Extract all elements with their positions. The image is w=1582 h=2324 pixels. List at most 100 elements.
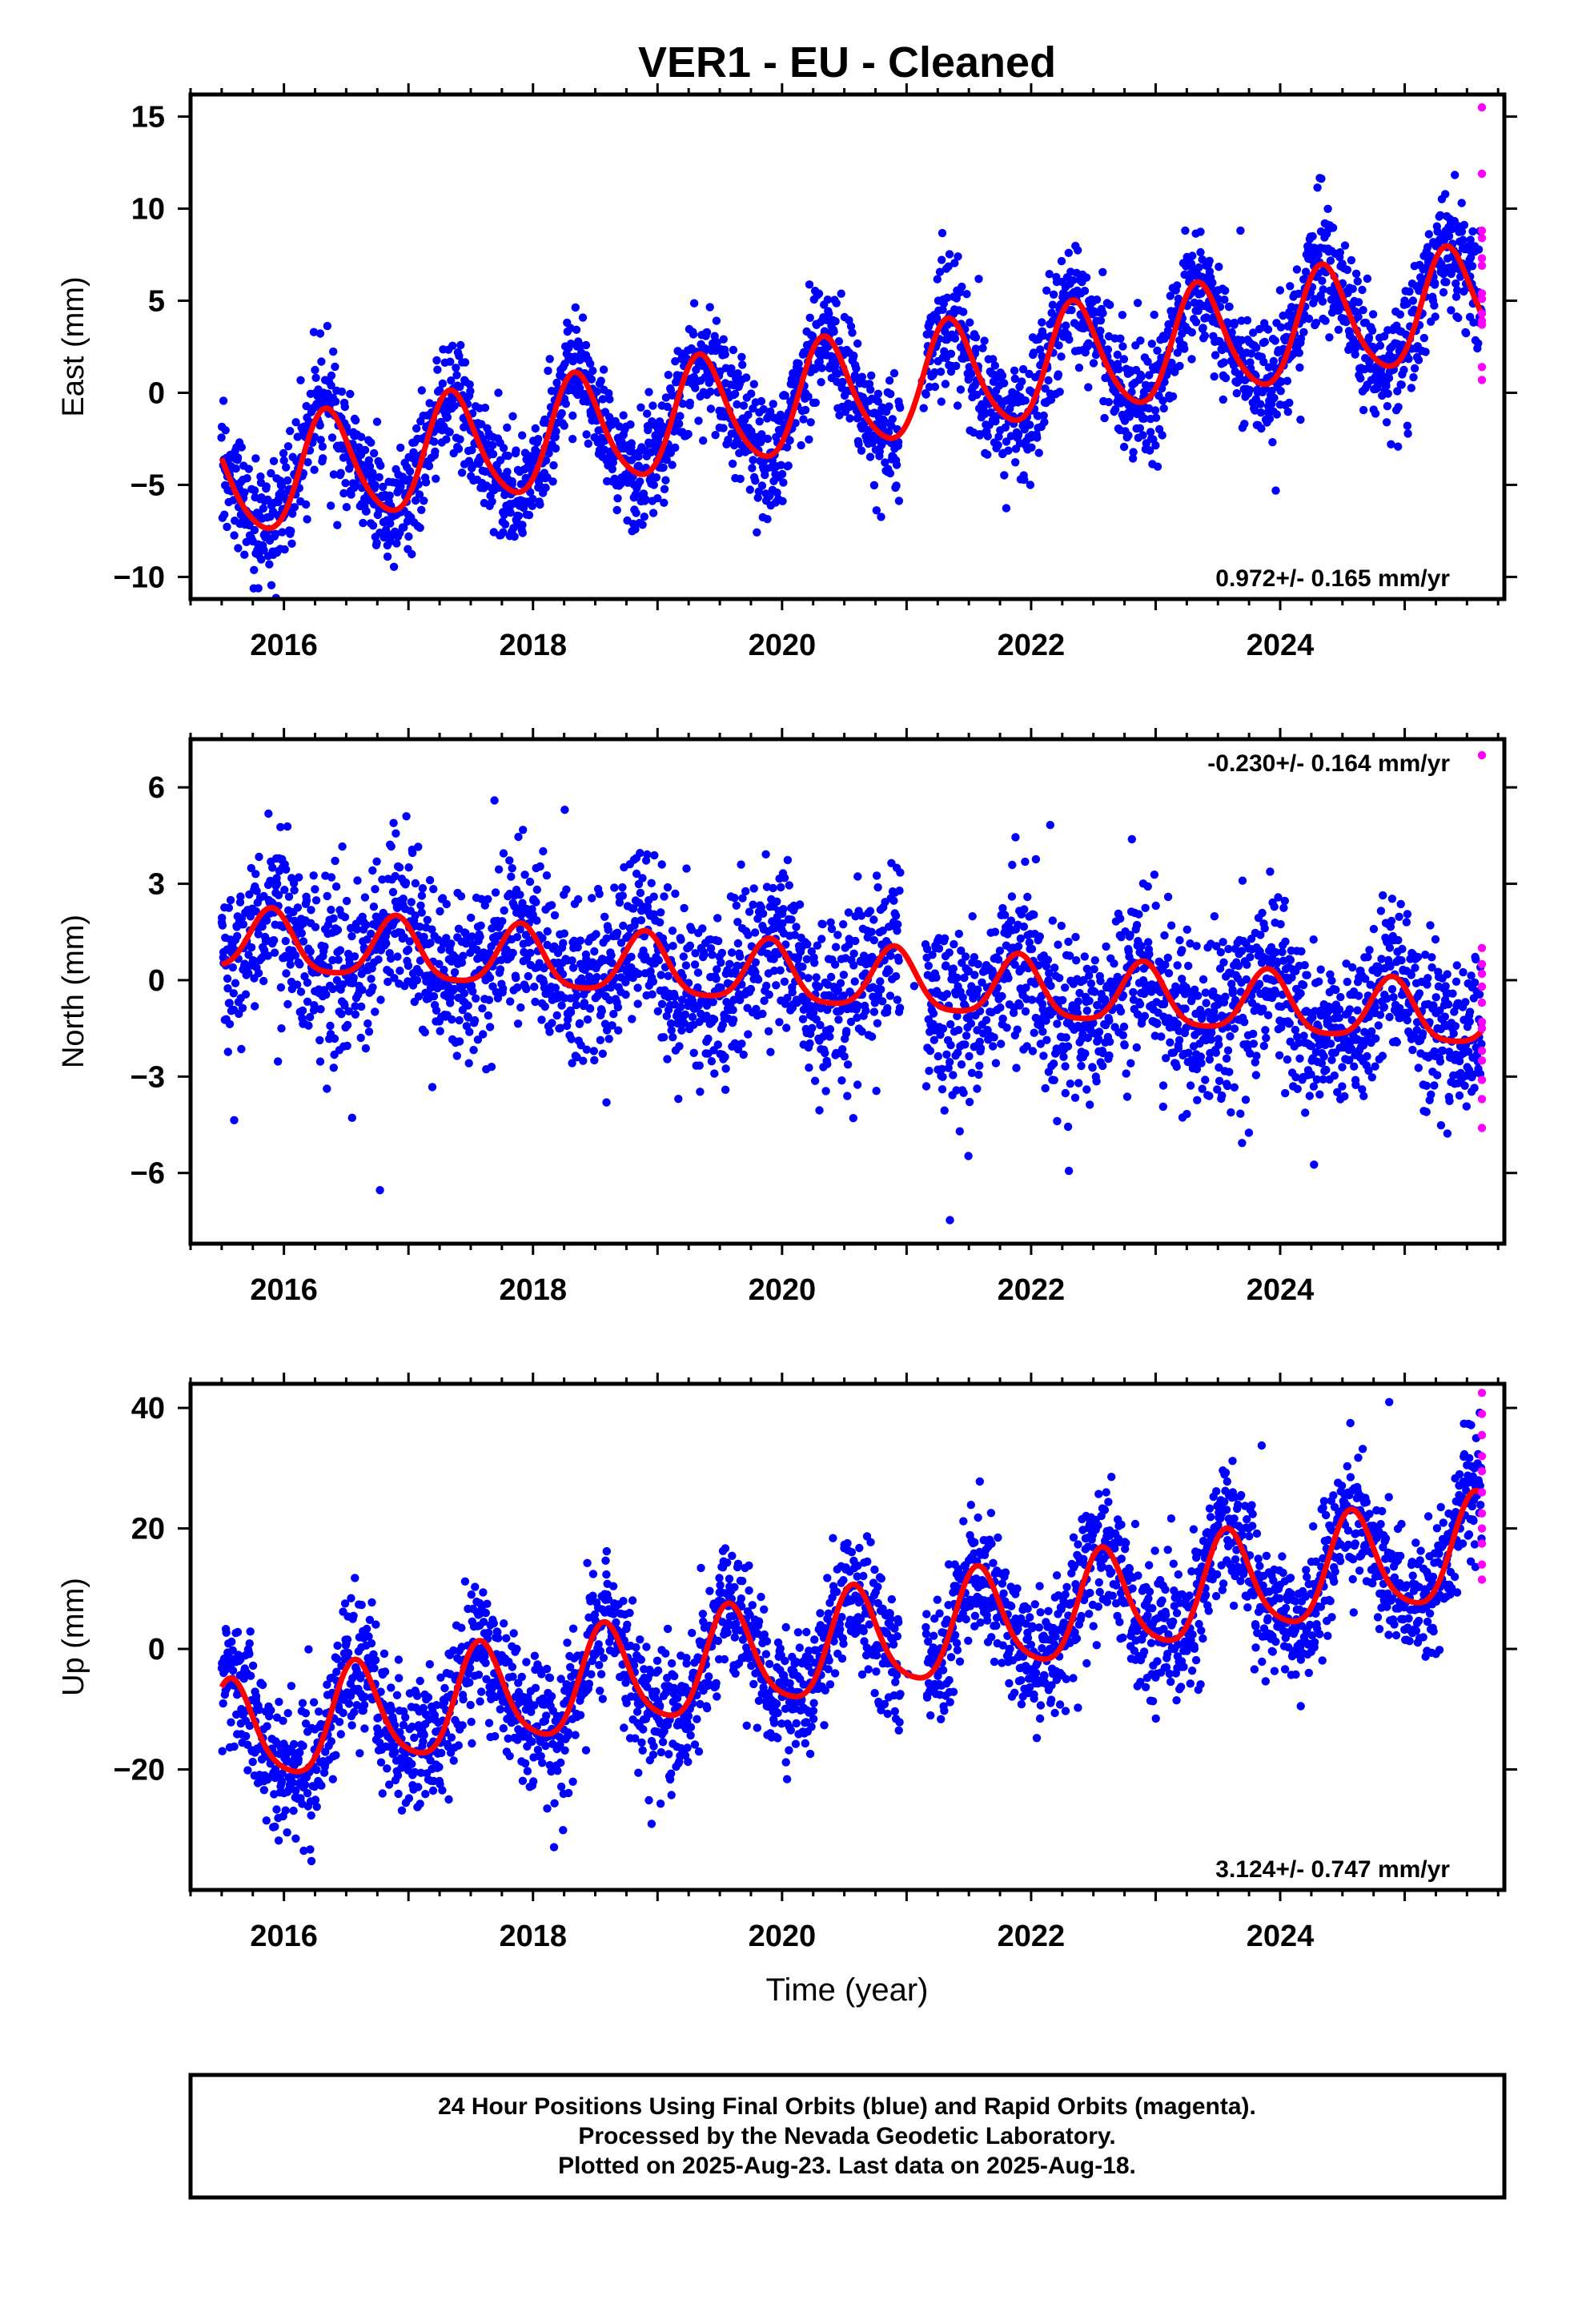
north-data-point [343,1020,352,1030]
north-data-point [1116,1007,1126,1016]
east-data-point [503,468,512,476]
east-data-point [706,404,716,413]
east-data-point [1296,334,1306,343]
east-data-point [1133,299,1142,308]
north-data-point [525,877,535,887]
east-data-point [1237,336,1247,344]
north-data-point [826,918,835,927]
east-data-point [806,418,815,427]
east-data-point [477,420,486,428]
north-data-point [990,927,1000,936]
east-data-point [1103,345,1113,354]
north-data-point [974,959,982,969]
east-data-point [1230,318,1239,328]
east-data-point [432,356,441,365]
east-data-point [431,447,440,456]
east-data-point [303,515,311,524]
north-data-point [499,849,508,858]
north-data-point [455,1015,464,1025]
east-data-point [678,400,687,408]
east-data-point [240,488,249,497]
north-data-point [750,928,760,937]
east-data-point [1308,231,1317,241]
north-data-point [950,939,958,949]
east-data-point [1048,300,1058,309]
east-data-point [1299,328,1308,336]
east-data-point [288,509,297,518]
north-data-point [680,1019,689,1028]
north-data-point [383,977,392,987]
north-data-point [695,1061,704,1070]
east-data-point [541,456,551,465]
east-data-point [1275,286,1285,295]
east-data-point [551,444,560,453]
north-data-point [1092,1077,1101,1086]
east-data-point [1014,430,1023,439]
east-data-point [744,410,753,420]
east-data-point [446,357,455,366]
north-data-point [805,1063,813,1072]
north-data-point [435,959,444,969]
east-data-point [1096,327,1105,336]
east-data-point [1027,443,1036,452]
north-data-point [1010,960,1019,969]
north-data-point [896,868,905,877]
north-data-point [351,1002,359,1011]
north-data-point [233,931,242,941]
north-data-point [460,989,469,998]
north-data-point [739,1050,748,1059]
north-data-point [872,871,881,880]
east-data-point [237,443,246,452]
east-data-point [1356,374,1365,383]
east-data-point [1158,431,1166,440]
east-data-point [1034,448,1043,457]
east-data-point [1178,329,1186,338]
east-data-point [1334,325,1343,334]
north-data-point [749,884,758,893]
east-x-tick-label: 2016 [250,629,318,662]
east-data-point [528,494,537,504]
east-data-point [302,401,311,411]
east-data-point [301,500,311,509]
east-data-point [1313,183,1322,192]
east-data-point [254,584,263,593]
east-data-point [231,464,240,473]
north-data-point [552,1011,561,1020]
north-data-point [539,846,548,856]
east-data-point [1151,441,1160,450]
north-data-point [749,900,757,909]
north-data-point [524,971,532,981]
north-data-point [295,873,303,882]
east-data-point [994,440,1002,449]
north-data-point [358,985,367,995]
east-data-point [223,522,231,532]
east-data-point [1098,267,1107,276]
north-data-point [648,977,658,986]
north-data-point [472,945,481,955]
north-data-point [758,909,768,919]
east-data-point [919,404,928,412]
north-data-point [499,984,508,993]
east-data-point [230,531,239,540]
north-data-point [391,829,400,838]
east-data-point [1054,370,1063,379]
east-y-tick-label: −5 [130,468,165,502]
north-data-point [709,1015,719,1024]
east-data-point [1125,412,1134,421]
east-data-point [552,427,560,436]
east-data-point [763,515,772,524]
east-data-point [643,409,652,418]
north-data-point [284,892,294,902]
north-data-point [930,1035,939,1044]
east-data-point [869,480,879,490]
north-data-point [945,948,954,957]
north-data-point [1105,1051,1114,1060]
north-data-point [814,983,823,991]
north-data-point [323,891,331,901]
east-data-point [1046,395,1056,404]
east-data-point [1296,415,1305,424]
north-data-point [633,999,642,1008]
north-data-point [258,922,267,931]
east-data-point [1208,278,1217,287]
north-data-point [865,907,875,915]
